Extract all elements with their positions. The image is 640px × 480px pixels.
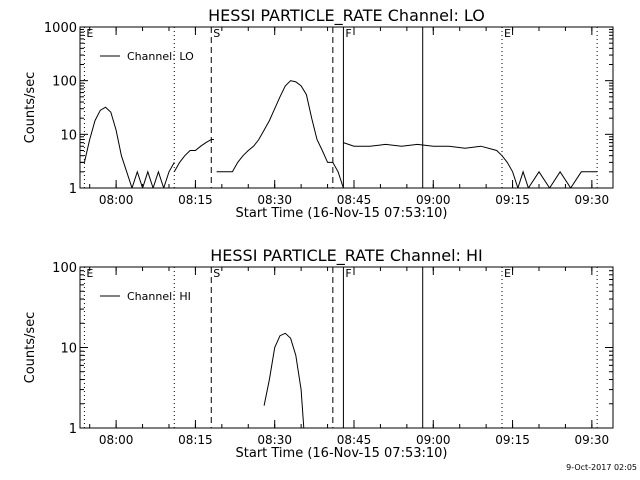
- chart-title: HESSI PARTICLE_RATE Channel: HI: [210, 246, 483, 266]
- x-tick-label: 08:45: [337, 433, 372, 447]
- series-line: [343, 142, 598, 188]
- marker-label: F: [345, 27, 351, 40]
- footer-timestamp: 9-Oct-2017 02:05: [566, 463, 637, 472]
- marker-label: S: [213, 267, 220, 280]
- y-tick-label: 100: [52, 261, 77, 276]
- x-tick-label: 09:30: [575, 433, 610, 447]
- marker-label: S: [213, 27, 220, 40]
- x-tick-label: 08:15: [178, 433, 213, 447]
- x-tick-label: 08:30: [257, 193, 292, 207]
- x-tick-label: 08:45: [337, 193, 372, 207]
- x-tick-label: 09:15: [495, 193, 530, 207]
- y-tick-label: 10: [60, 128, 77, 143]
- plot-frame: [79, 26, 614, 189]
- x-tick-label: 09:00: [416, 193, 451, 207]
- y-tick-label: 1000: [44, 21, 77, 36]
- y-tick-label: 100: [52, 75, 77, 90]
- x-tick-label: 09:15: [495, 433, 530, 447]
- x-axis-label: Start Time (16-Nov-15 07:53:10): [236, 446, 448, 461]
- x-tick-label: 09:00: [416, 433, 451, 447]
- y-tick-label: 10: [60, 342, 77, 357]
- y-axis-label: Counts/sec: [23, 312, 38, 384]
- legend-entry: Channel: HI: [127, 290, 191, 303]
- marker-label: E: [86, 267, 93, 280]
- x-axis-label: Start Time (16-Nov-15 07:53:10): [236, 206, 448, 221]
- y-axis-label: Counts/sec: [23, 72, 38, 144]
- series-line: [80, 106, 175, 188]
- chart-lo: HESSI PARTICLE_RATE Channel: LO Start Tim…: [23, 6, 614, 221]
- marker-label: F: [345, 267, 351, 280]
- marker-label: E: [504, 267, 511, 280]
- y-tick-label: 1: [69, 182, 77, 197]
- marker-label: E: [504, 27, 511, 40]
- x-tick-label: 08:00: [99, 433, 134, 447]
- chart-title: HESSI PARTICLE_RATE Channel: LO: [208, 6, 485, 26]
- chart-hi: HESSI PARTICLE_RATE Channel: HI Start Tim…: [23, 246, 614, 461]
- legend-entry: Channel: LO: [127, 50, 194, 63]
- x-tick-label: 08:30: [257, 433, 292, 447]
- series-line: [263, 332, 305, 428]
- x-tick-label: 08:00: [99, 193, 134, 207]
- series-line: [173, 139, 214, 173]
- y-tick-label: 1: [69, 422, 77, 437]
- marker-label: E: [86, 27, 93, 40]
- x-tick-label: 08:15: [178, 193, 213, 207]
- series-line: [216, 80, 344, 188]
- x-tick-label: 09:30: [575, 193, 610, 207]
